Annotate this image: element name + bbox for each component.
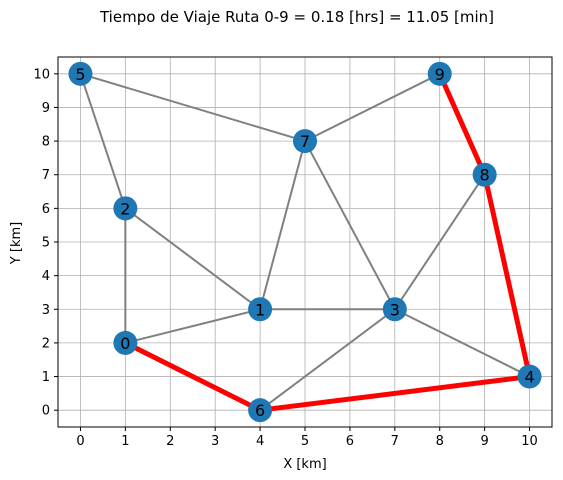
y-tick-label: 3 <box>42 303 50 318</box>
route-edge-0-6 <box>122 340 263 413</box>
y-axis-ticks: 0 1 2 3 4 5 6 7 8 9 10 <box>33 67 58 419</box>
route-path <box>122 71 533 413</box>
node-0 <box>113 330 138 355</box>
y-tick-label: 2 <box>42 336 50 351</box>
node-9 <box>427 61 452 86</box>
node-label-6: 6 <box>255 401 265 420</box>
x-tick-label: 1 <box>121 434 129 449</box>
node-3 <box>382 297 407 322</box>
x-tick-label: 6 <box>346 434 354 449</box>
edge-7-3 <box>304 140 396 310</box>
node-6 <box>248 398 273 423</box>
node-label-2: 2 <box>120 199 130 218</box>
x-tick-label: 4 <box>256 434 264 449</box>
edge-3-8 <box>393 174 486 310</box>
route-edge-8-9 <box>437 71 488 178</box>
route-edge-4-8 <box>482 172 533 380</box>
y-tick-label: 10 <box>33 67 50 82</box>
edge-2-1 <box>124 207 261 311</box>
graph-nodes: 0 1 2 3 4 5 6 7 8 9 <box>68 61 542 423</box>
node-label-0: 0 <box>120 334 130 353</box>
y-tick-label: 5 <box>42 236 50 251</box>
x-tick-label: 0 <box>76 434 84 449</box>
y-tick-label: 7 <box>42 168 50 183</box>
graph-edges <box>79 72 530 411</box>
edge-7-1 <box>259 140 306 310</box>
y-axis-label: Y [km] <box>9 222 24 265</box>
x-axis-ticks: 0 1 2 3 4 5 6 7 8 9 10 <box>76 427 538 449</box>
y-tick-label: 0 <box>42 404 50 419</box>
x-tick-label: 7 <box>391 434 399 449</box>
node-label-4: 4 <box>524 368 534 387</box>
y-tick-label: 6 <box>42 202 50 217</box>
x-tick-label: 5 <box>301 434 309 449</box>
x-tick-label: 8 <box>436 434 444 449</box>
edge-5-2 <box>79 73 127 209</box>
x-tick-label: 2 <box>166 434 174 449</box>
x-tick-label: 10 <box>521 434 538 449</box>
node-2 <box>113 196 138 221</box>
y-tick-label: 8 <box>42 135 50 150</box>
edge-3-6 <box>259 308 396 411</box>
y-tick-label: 1 <box>42 370 50 385</box>
node-label-9: 9 <box>435 65 445 84</box>
chart-title: Tiempo de Viaje Ruta 0-9 = 0.18 [hrs] = … <box>99 8 494 26</box>
edge-1-0 <box>125 308 261 344</box>
edge-3-4 <box>394 308 530 378</box>
node-label-8: 8 <box>480 166 490 185</box>
node-5 <box>68 61 93 86</box>
node-8 <box>472 162 497 187</box>
node-label-3: 3 <box>390 300 400 319</box>
node-4 <box>517 364 542 389</box>
route-edge-6-4 <box>257 374 533 413</box>
node-label-1: 1 <box>255 300 265 319</box>
x-tick-label: 3 <box>211 434 219 449</box>
x-tick-label: 9 <box>480 434 488 449</box>
y-tick-label: 9 <box>42 101 50 116</box>
grid <box>58 57 552 427</box>
node-1 <box>248 297 273 322</box>
edge-5-7 <box>80 72 306 143</box>
x-axis-label: X [km] <box>283 457 326 472</box>
node-label-7: 7 <box>300 132 310 151</box>
y-tick-label: 4 <box>42 269 50 284</box>
node-7 <box>293 129 317 154</box>
edge-9-7 <box>304 72 441 142</box>
node-label-5: 5 <box>75 65 85 84</box>
